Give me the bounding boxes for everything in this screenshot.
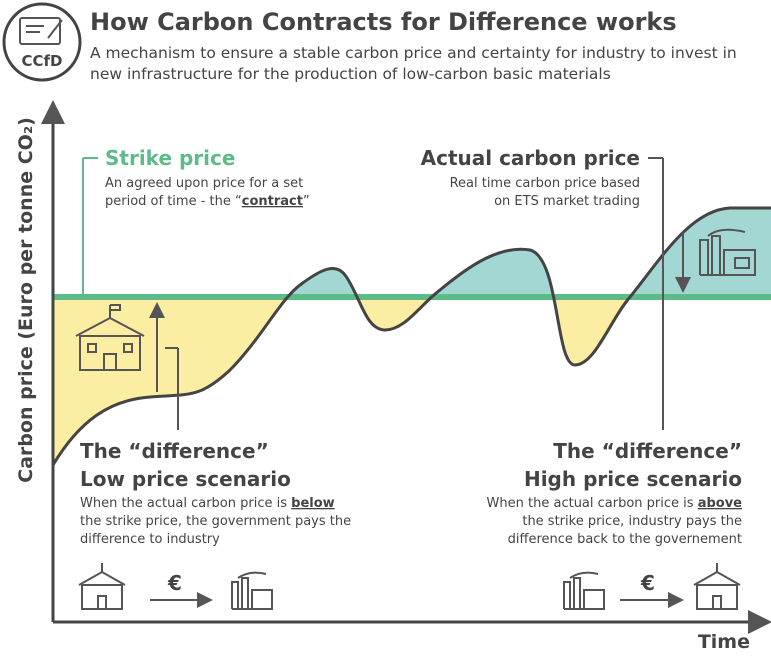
actual-text: on ETS market trading — [494, 194, 640, 209]
government-icon — [693, 563, 741, 610]
y-axis-label: Carbon price (Euro per tonne CO₂) — [15, 117, 37, 483]
currency: € — [640, 571, 655, 595]
text: period of time - the “ — [105, 194, 242, 209]
low-text: difference to industry — [80, 532, 220, 547]
high-text: the strike price, industry pays the — [522, 514, 742, 529]
government-icon — [75, 304, 145, 371]
high-text: When the actual carbon price is above — [487, 496, 743, 511]
high-text: difference back to the governement — [508, 532, 742, 547]
difference-areas — [53, 208, 771, 465]
strike-text: period of time - the “contract” — [105, 194, 310, 209]
title: How Carbon Contracts for Difference work… — [90, 8, 677, 36]
emphasis: below — [291, 496, 335, 511]
industry-icon — [699, 228, 756, 276]
text: When the actual carbon price is — [80, 496, 291, 511]
emphasis: contract — [242, 194, 303, 209]
subtitle: A mechanism to ensure a stable carbon pr… — [90, 44, 737, 62]
text: When the actual carbon price is — [487, 496, 698, 511]
high-heading: High price scenario — [524, 467, 742, 491]
x-axis-label: Time — [698, 631, 750, 653]
text: ” — [303, 194, 310, 209]
actual-price-curve — [51, 206, 771, 466]
axes: Carbon price (Euro per tonne CO₂) Time — [15, 100, 771, 653]
strike-text: An agreed upon price for a set — [105, 176, 303, 191]
logo-text: CCfD — [22, 52, 63, 70]
low-text: the strike price, the government pays th… — [80, 514, 351, 529]
actual-text: Real time carbon price based — [450, 176, 640, 191]
low-heading: The “difference” — [80, 439, 269, 463]
industry-icon — [563, 571, 605, 610]
strike-line — [53, 294, 771, 300]
low-heading: Low price scenario — [80, 467, 291, 491]
low-text: When the actual carbon price is below — [80, 496, 335, 511]
strike-title: Strike price — [105, 146, 235, 170]
actual-title: Actual carbon price — [421, 146, 640, 170]
logo: CCfD — [2, 2, 82, 82]
emphasis: above — [698, 496, 742, 511]
high-heading: The “difference” — [553, 439, 742, 463]
industry-icon — [231, 571, 273, 610]
subtitle: new infrastructure for the production of… — [90, 65, 611, 83]
currency: € — [167, 571, 182, 595]
government-icon — [78, 563, 126, 610]
